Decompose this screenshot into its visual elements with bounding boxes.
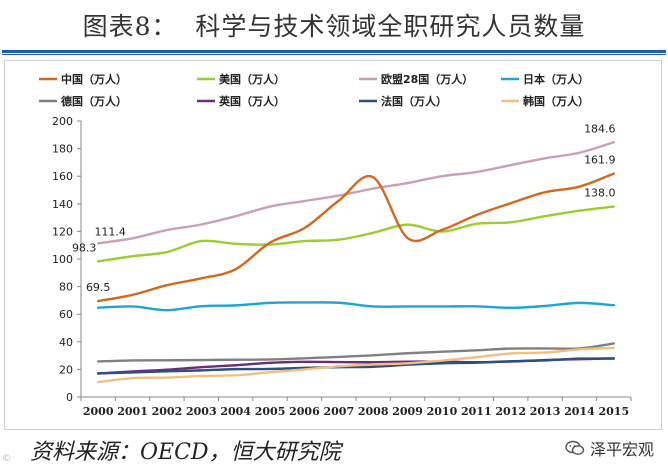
series-line	[96, 172, 616, 303]
x-tick-label: 2014	[564, 405, 595, 418]
data-label: 69.5	[86, 281, 111, 294]
source-note: 资料来源：OECD，恒大研究院	[30, 440, 341, 465]
legend-label: 英国（万人）	[218, 94, 285, 108]
chart-frame: 0 20 40 60 80 100 120 140 160 180 200 2000 2001 2002 2…	[4, 60, 662, 430]
legend-label: 中国（万人）	[61, 72, 127, 86]
data-label: 184.6	[584, 122, 616, 135]
series-line	[96, 342, 616, 363]
x-tick-label: 2000	[83, 405, 114, 418]
watermark: 泽平宏观	[565, 436, 654, 460]
wechat-icon	[565, 440, 585, 455]
x-tick-label: 2015	[599, 405, 630, 418]
legend-label: 欧盟28国（万人）	[381, 72, 473, 86]
y-tick-label: 80	[59, 281, 73, 294]
y-tick-label: 140	[52, 198, 73, 211]
series-line	[96, 301, 616, 312]
y-tick-label: 20	[59, 363, 73, 376]
y-tick-label: 60	[59, 308, 73, 321]
page-title: 图表8： 科学与技术领域全职研究人员数量	[82, 12, 586, 41]
x-tick-label: 2007	[324, 405, 355, 418]
x-tick-label: 2011	[461, 405, 492, 418]
y-tick-label: 200	[52, 115, 73, 128]
x-tick-label: 2005	[255, 405, 286, 418]
legend-label: 日本（万人）	[523, 72, 589, 86]
title-divider	[2, 50, 666, 53]
y-tick-label: 120	[52, 225, 73, 238]
watermark-text: 泽平宏观	[589, 440, 654, 459]
y-tick-label: 180	[52, 143, 73, 156]
x-tick-label: 2012	[495, 405, 526, 418]
x-tick-label: 2009	[392, 405, 423, 418]
data-label: 138.0	[584, 187, 616, 200]
legend-label: 美国（万人）	[219, 72, 285, 86]
series-line	[96, 346, 616, 384]
x-tick-label: 2003	[186, 405, 217, 418]
data-label: 161.9	[584, 154, 616, 167]
y-tick-label: 0	[66, 391, 73, 404]
corner-mark: ©	[2, 454, 11, 464]
series-line	[96, 205, 616, 263]
data-label: 111.4	[94, 225, 126, 238]
x-tick-label: 2004	[220, 405, 251, 418]
y-tick-label: 160	[52, 170, 73, 183]
y-tick-label: 40	[59, 336, 73, 349]
x-tick-label: 2002	[152, 405, 183, 418]
x-tick-label: 2013	[530, 405, 561, 418]
series-line	[96, 141, 616, 245]
x-tick-label: 2006	[289, 405, 320, 418]
footer: © 资料来源：OECD，恒大研究院 泽平宏观	[0, 430, 668, 469]
title-bar: 图表8： 科学与技术领域全职研究人员数量	[0, 0, 668, 50]
y-tick-label: 100	[52, 253, 73, 266]
legend-label: 法国（万人）	[381, 94, 447, 108]
data-label: 98.3	[72, 241, 97, 254]
x-tick-label: 2010	[427, 405, 458, 418]
title-divider-thin	[2, 54, 666, 55]
legend-label: 韩国（万人）	[523, 94, 589, 108]
legend-label: 德国（万人）	[60, 94, 127, 108]
x-tick-label: 2001	[117, 405, 148, 418]
series-line	[96, 357, 616, 375]
x-tick-label: 2008	[358, 405, 389, 418]
